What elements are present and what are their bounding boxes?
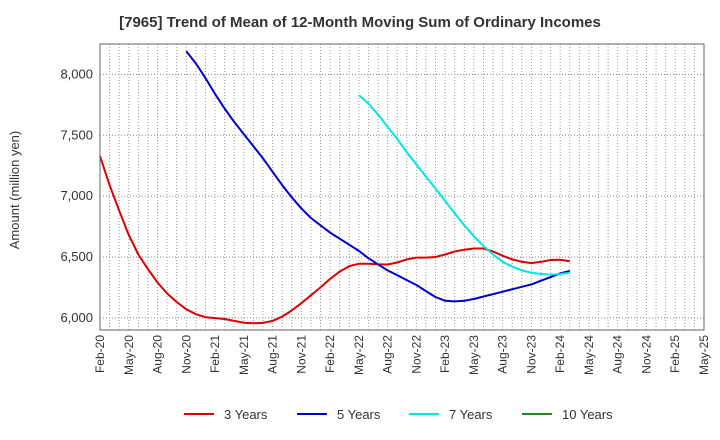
x-tick-label: Aug-24 <box>611 335 625 374</box>
legend-label: 7 Years <box>449 407 493 422</box>
plot-frame <box>99 43 705 331</box>
x-tick-label: May-22 <box>352 335 366 375</box>
x-tick-label: Aug-22 <box>381 335 395 374</box>
x-tick-label: Feb-23 <box>438 335 452 373</box>
x-tick-label: Nov-22 <box>409 335 423 374</box>
x-tick-label: Aug-23 <box>496 335 510 374</box>
x-tick-label: Feb-21 <box>208 335 222 373</box>
chart-title: [7965] Trend of Mean of 12-Month Moving … <box>119 14 601 31</box>
x-tick-label: Feb-25 <box>668 335 682 373</box>
x-tick-label: May-21 <box>237 335 251 375</box>
y-tick-label: 7,000 <box>60 188 93 203</box>
y-tick-label: 6,500 <box>60 249 93 264</box>
series-lines <box>99 50 571 325</box>
x-axis-ticks: Feb-20 May-20 Aug-20 Nov-20 Feb-21 May-21 Aug-… <box>93 335 711 375</box>
x-tick-label: Nov-21 <box>294 335 308 374</box>
legend-label: 3 Years <box>224 407 268 422</box>
y-tick-label: 7,500 <box>60 127 93 142</box>
series-line-3-years <box>99 155 570 325</box>
x-tick-label: Feb-20 <box>93 335 107 373</box>
x-tick-label: Nov-20 <box>179 335 193 374</box>
plot-background <box>100 44 704 330</box>
x-tick-label: May-20 <box>122 335 136 375</box>
x-tick-label: May-24 <box>582 335 596 375</box>
x-tick-label: Aug-21 <box>266 335 280 374</box>
x-tick-label: Aug-20 <box>151 335 165 374</box>
legend-label: 5 Years <box>337 407 381 422</box>
series-line-7-years <box>358 94 570 276</box>
x-tick-label: May-25 <box>697 335 711 375</box>
y-axis-ticks: 6,000 6,500 7,000 7,500 8,000 <box>60 66 93 324</box>
legend: 3 Years 5 Years 7 Years 10 Years <box>184 407 613 422</box>
x-tick-label: Feb-24 <box>553 335 567 373</box>
x-tick-label: Nov-24 <box>639 335 653 374</box>
x-tick-label: May-23 <box>467 335 481 375</box>
series-line-5-years <box>185 50 571 303</box>
y-tick-label: 6,000 <box>60 310 93 325</box>
x-tick-label: Feb-22 <box>323 335 337 373</box>
legend-label: 10 Years <box>562 407 613 422</box>
x-tick-label: Nov-23 <box>524 335 538 374</box>
y-tick-label: 8,000 <box>60 66 93 81</box>
y-axis-label: Amount (million yen) <box>7 131 22 250</box>
